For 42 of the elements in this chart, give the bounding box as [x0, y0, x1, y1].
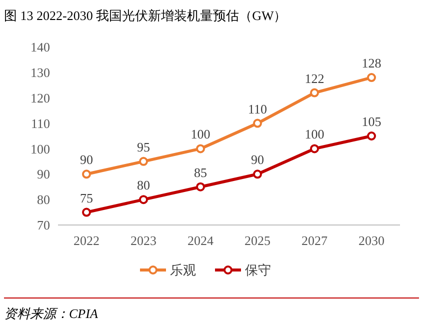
point	[196, 182, 205, 192]
data-label: 100	[190, 126, 210, 142]
legend-label: 乐观	[170, 262, 196, 278]
legend-label: 保守	[245, 262, 271, 278]
data-label: 85	[194, 164, 207, 180]
y-tick-label: 130	[30, 64, 50, 80]
y-tick-label: 120	[30, 90, 50, 106]
point	[139, 195, 148, 204]
point	[253, 118, 262, 128]
data-label: 100	[304, 126, 324, 142]
point	[310, 88, 319, 98]
data-label: 122	[304, 70, 324, 86]
point	[253, 170, 262, 179]
data-label: 90	[251, 152, 264, 168]
y-tick-label: 100	[30, 141, 50, 156]
data-label: 110	[248, 101, 268, 116]
y-tick-label: 90	[37, 166, 50, 182]
data-label: 75	[80, 190, 93, 206]
x-tick-label: 2027	[302, 233, 328, 248]
point	[139, 156, 148, 166]
point	[367, 73, 376, 82]
data-label: 95	[137, 139, 150, 154]
x-tick-label: 2030	[358, 233, 384, 248]
point	[82, 208, 91, 217]
point	[367, 132, 376, 140]
y-tick-label: 70	[37, 218, 50, 233]
y-tick-label: 110	[30, 116, 50, 131]
point	[82, 170, 91, 179]
data-label: 90	[80, 152, 93, 168]
point	[310, 144, 319, 154]
data-label: 128	[362, 56, 382, 71]
y-tick-label: 140	[30, 40, 50, 55]
data-label: 105	[362, 114, 382, 129]
x-tick-label: 2023	[130, 233, 156, 248]
data-label: 80	[137, 178, 150, 193]
chart-title: 图 13 2022-2030 我国光伏新增装机量预估（GW）	[4, 8, 287, 23]
x-tick-label: 2025	[244, 233, 270, 248]
x-tick-label: 2022	[74, 233, 100, 248]
point	[196, 144, 205, 154]
y-tick-label: 80	[37, 192, 50, 208]
text: 资料来源：CPIA	[4, 306, 98, 321]
x-tick-label: 2024	[188, 233, 214, 248]
